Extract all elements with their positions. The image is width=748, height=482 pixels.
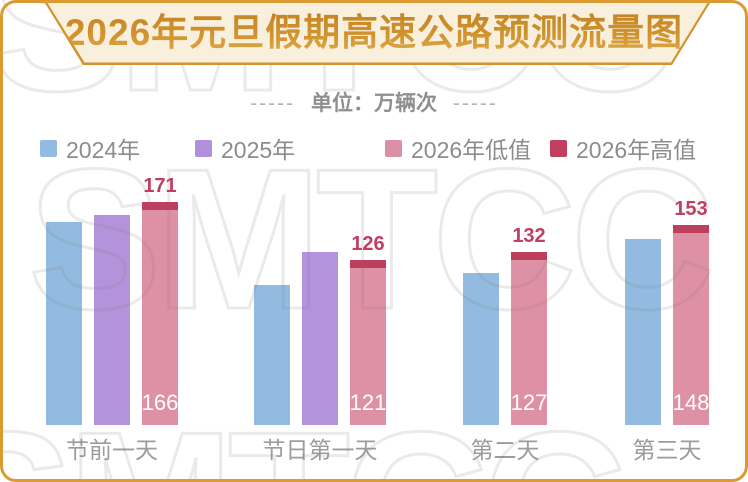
bar-2025年 (94, 215, 130, 425)
bar-2024年 (46, 222, 82, 425)
title-banner: 2026年元旦假期高速公路预测流量图 (45, 3, 710, 65)
legend-label: 2024年 (66, 137, 141, 163)
subtitle-dashes-right: ----- (452, 92, 498, 115)
legend-swatch-2024 (40, 139, 57, 157)
bar-2026-forecast: 171 166 (142, 175, 178, 425)
category-label: 节日第一天 (262, 437, 378, 463)
bar-cap-2026-high (142, 202, 178, 210)
bar-cap-2026-high (673, 225, 709, 233)
unit-label: 单位：万辆次 (311, 92, 437, 115)
category-label: 第三天 (632, 437, 702, 463)
legend-item-2026-low: 2026年低值 (385, 131, 531, 165)
bar-2024年 (463, 273, 499, 425)
category-label: 第二天 (470, 437, 540, 463)
legend-swatch-2025 (195, 139, 212, 157)
page-title: 2026年元旦假期高速公路预测流量图 (48, 3, 708, 63)
bar-2025年 (302, 252, 338, 425)
bar-group-pre-holiday: 171 166 (46, 170, 178, 425)
legend: 2024年 2025年 2026年低值 2026年高值 (0, 131, 748, 163)
bar-2024年 (254, 285, 290, 425)
legend-item-2026-high: 2026年高值 (550, 131, 696, 165)
title-banner-inner: 2026年元旦假期高速公路预测流量图 (47, 3, 708, 63)
legend-label: 2025年 (221, 137, 296, 163)
bar-2026-forecast: 153 148 (673, 198, 709, 425)
category-label: 节前一天 (66, 437, 158, 463)
bar-2024年 (625, 239, 661, 425)
bar-cap-2026-high (350, 260, 386, 268)
legend-label: 2026年低值 (411, 137, 532, 163)
subtitle-dashes-left: ----- (250, 92, 296, 115)
bar-group-day2: 132 127 (463, 170, 547, 425)
low-value-label: 166 (141, 390, 179, 415)
low-value-label: 148 (672, 390, 710, 415)
bar-cap-2026-high (511, 252, 547, 260)
low-value-label: 127 (510, 390, 548, 415)
bar-2026-forecast: 132 127 (511, 225, 547, 425)
unit-subtitle: ----- 单位：万辆次 ----- (0, 87, 748, 117)
bar-group-day3: 153 148 (625, 170, 709, 425)
legend-swatch-2026-low (385, 139, 402, 157)
high-value-label: 126 (351, 233, 385, 255)
low-value-label: 121 (349, 390, 387, 415)
legend-item-2025: 2025年 (195, 131, 295, 165)
bar-2026-forecast: 126 121 (350, 233, 386, 425)
high-value-label: 132 (512, 225, 546, 247)
legend-label: 2026年高值 (576, 137, 697, 163)
high-value-label: 153 (674, 198, 708, 220)
legend-item-2024: 2024年 (40, 131, 140, 165)
bar-group-day1: 126 121 (254, 170, 386, 425)
legend-swatch-2026-high (550, 139, 567, 157)
high-value-label: 171 (143, 175, 177, 197)
